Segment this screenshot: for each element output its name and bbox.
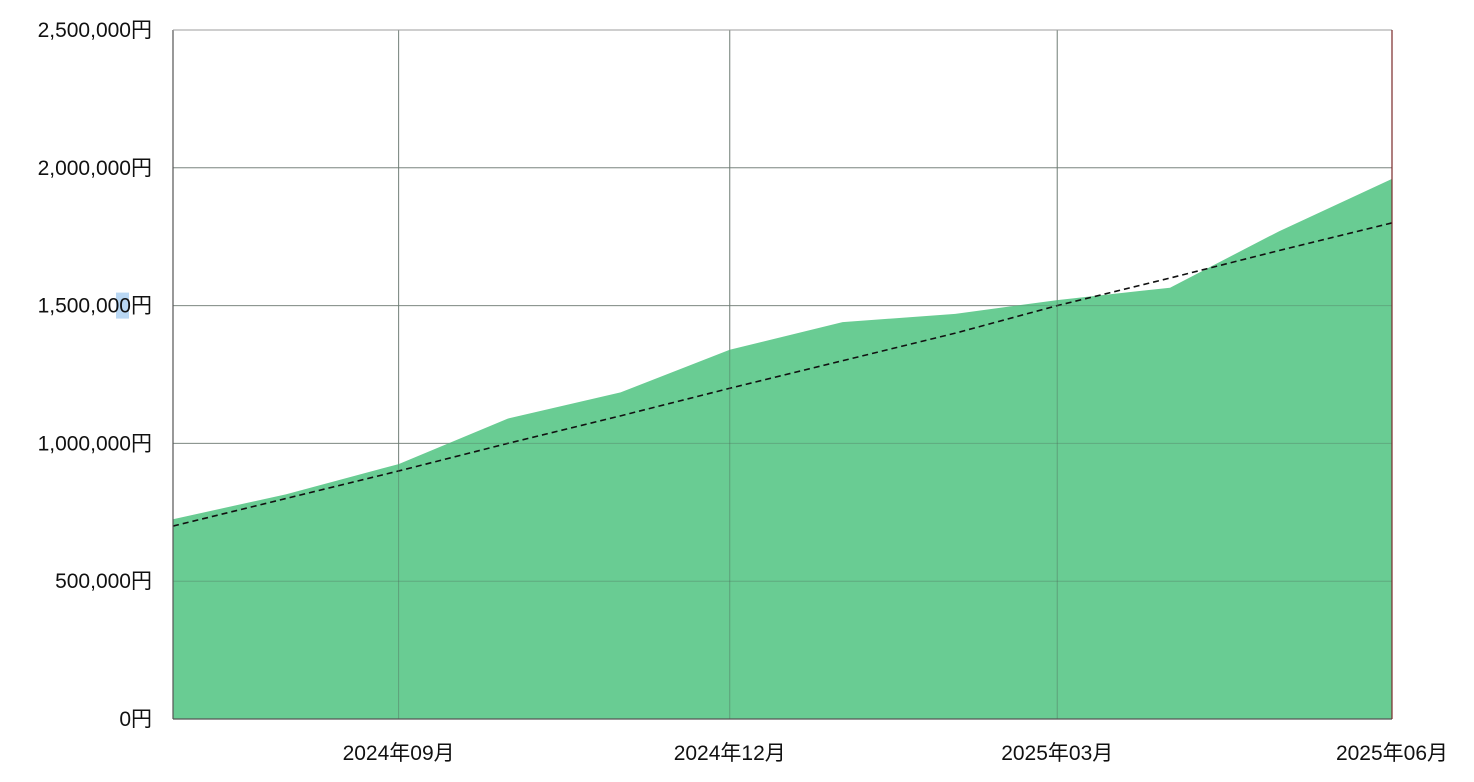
x-tick-label: 2024年12月	[674, 742, 786, 765]
y-tick-label: 500,000円	[55, 570, 152, 593]
x-tick-label: 2025年06月	[1336, 742, 1448, 765]
tick-labels: 0円 500,000円 1,000,000円 1,500,000円 2,000,000円…	[38, 19, 1448, 765]
y-tick-label: 1,000,000円	[38, 432, 152, 455]
text-selection-highlight	[116, 292, 129, 319]
y-tick-label: 0円	[119, 708, 152, 731]
y-tick-label: 2,500,000円	[38, 19, 152, 42]
dashed-trend-line	[172, 222, 1393, 527]
x-tick-label: 2024年09月	[343, 742, 455, 765]
series-layer	[172, 29, 1393, 719]
area-series	[173, 178, 1392, 719]
y-tick-label: 2,000,000円	[38, 157, 152, 180]
axes	[172, 29, 1393, 720]
x-tick-label: 2025年03月	[1001, 742, 1113, 765]
y-tick-label: 1,500,000円	[38, 295, 152, 318]
